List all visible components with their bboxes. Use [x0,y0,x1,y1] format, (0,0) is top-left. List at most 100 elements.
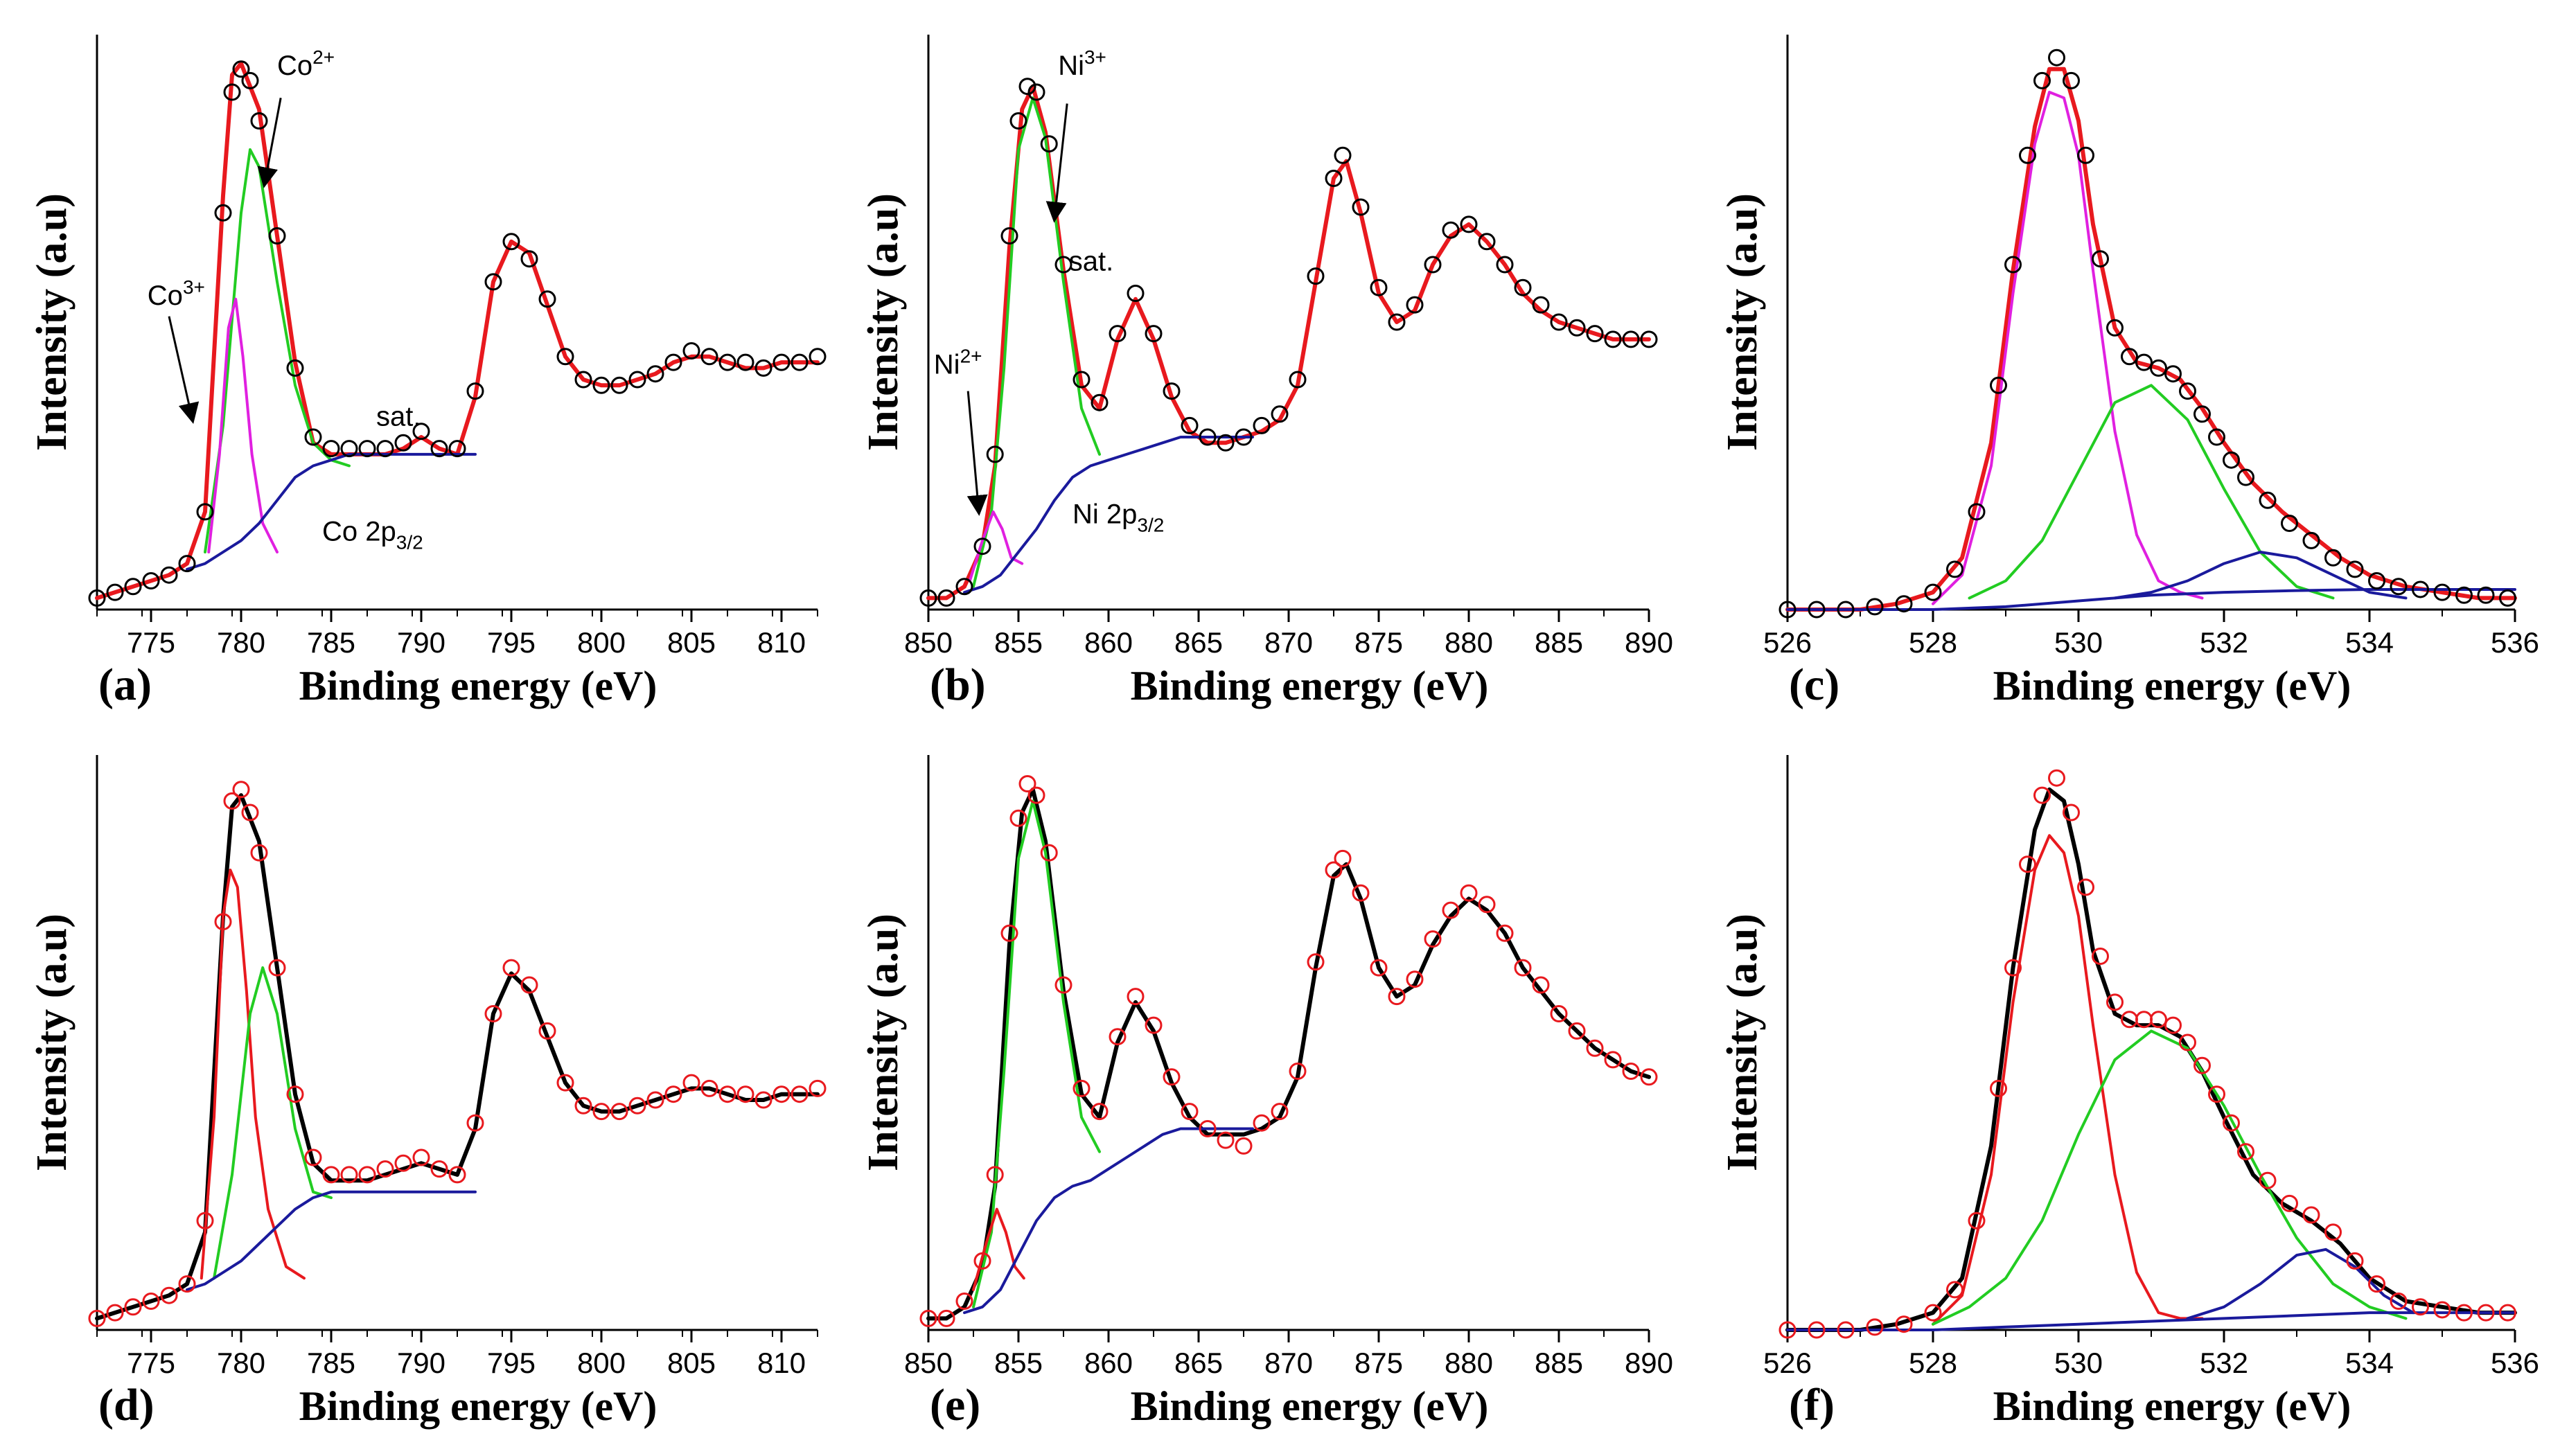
data-point [1604,330,1622,348]
data-point [1622,1063,1640,1080]
data-point [773,353,791,371]
data-point [809,348,827,366]
data-point [1568,1022,1586,1040]
data-point [2063,804,2080,822]
data-point [955,1293,973,1310]
data-point [1388,988,1406,1006]
data-point [376,440,394,458]
data-point [1460,215,1478,233]
data-point [2164,1016,2182,1034]
data-point [2455,1304,2473,1322]
data-point [1460,884,1478,902]
annotation-label: Co3+ [148,276,205,311]
data-point [2004,959,2022,977]
x-tick-label: 795 [487,1347,536,1379]
data-point [919,589,937,607]
series-line-co2- [213,966,333,1280]
y-axis-title: Intensity (a.u) [1719,193,1766,451]
data-point [1808,1321,1826,1339]
x-tick-label: 532 [2200,626,2248,659]
data-point [484,273,502,291]
x-tick-label: 875 [1354,626,1403,659]
data-point [340,1166,358,1184]
data-point [2106,319,2124,337]
data-point [2433,583,2451,601]
data-point [646,365,664,383]
data-point [700,348,718,366]
data-point [1199,1120,1217,1137]
series-line-envelope [926,84,1651,601]
data-point [1778,601,1797,619]
x-tick-label: 800 [577,1347,626,1379]
data-point [358,440,376,458]
data-point [1127,988,1145,1006]
data-point [1091,393,1109,411]
data-point [142,1293,160,1310]
data-point [2164,365,2182,383]
x-tick-label: 775 [127,1347,175,1379]
data-point [736,1085,754,1103]
data-point [1235,1137,1253,1155]
data-point [2346,560,2364,578]
x-tick-label: 785 [307,626,355,659]
data-point [178,555,196,573]
data-point [196,1211,214,1229]
data-point [304,428,322,446]
x-axis-title: Binding energy (eV) [1131,663,1489,709]
x-tick-label: 526 [1763,626,1812,659]
series-line-envelope [95,61,820,601]
data-point [1990,376,2007,394]
annotation-label: Ni2+ [934,346,982,380]
data-point [592,1103,610,1121]
data-point [286,359,304,377]
data-point [1163,1068,1181,1086]
data-point [1604,1051,1622,1069]
data-point [2208,1085,2225,1103]
series-experimental-markers [919,775,1658,1327]
x-tick-label: 865 [1174,626,1223,659]
data-point [2346,1252,2364,1270]
data-point [538,290,556,308]
data-point [1866,598,1884,616]
data-point [2237,1143,2254,1161]
data-point [1027,83,1045,101]
data-point [1217,434,1235,452]
annotation-arrow [966,391,988,516]
series-line-envelope [926,787,1651,1321]
data-point [1145,325,1163,343]
panel-d: 775 780 785 790 795 800 805 810 Binding energy (… [28,755,827,1430]
y-axis-title: Intensity (a.u) [860,914,907,1171]
data-point [1253,1114,1271,1132]
series-line-envelope [1785,66,2517,612]
data-point [1054,976,1072,994]
data-point [2004,256,2022,274]
data-point [1532,976,1550,994]
data-point [88,589,106,607]
panel-label: (f) [1789,1380,1835,1430]
x-tick-label: 885 [1535,1347,1583,1379]
x-tick-label: 870 [1264,1347,1313,1379]
data-point [2237,468,2254,486]
series-line-adsorbed-o [2113,551,2408,600]
data-point [1442,901,1460,919]
data-point [2223,1114,2240,1132]
x-tick-label: 870 [1264,626,1313,659]
data-point [1946,560,1963,578]
x-tick-label: 534 [2345,626,2394,659]
x-tick-label: 532 [2200,1347,2248,1379]
data-point [358,1166,376,1184]
data-point [1442,221,1460,239]
panel-label: (a) [98,659,152,710]
data-point [592,376,610,394]
data-point [1778,1321,1797,1339]
data-point [1325,170,1343,187]
series-line-lattice-o [1932,91,2204,605]
data-point [2193,1056,2211,1074]
data-point [2077,878,2094,896]
data-point [2223,451,2240,469]
data-point [160,1286,178,1304]
x-tick-label: 526 [1763,1347,1812,1379]
data-point [1271,1103,1289,1121]
data-point [1478,896,1496,914]
data-point [2368,572,2385,589]
